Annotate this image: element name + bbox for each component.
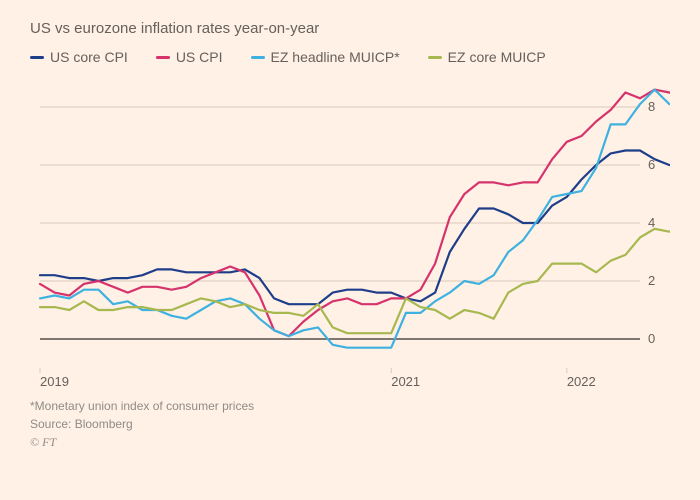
svg-text:2021: 2021 [391, 374, 420, 389]
legend-swatch [30, 56, 44, 59]
legend-label: EZ headline MUICP* [271, 49, 400, 65]
legend: US core CPI US CPI EZ headline MUICP* EZ co… [30, 49, 670, 65]
legend-swatch [251, 56, 265, 59]
legend-label: US core CPI [50, 49, 128, 65]
svg-text:2: 2 [648, 273, 655, 288]
legend-label: US CPI [176, 49, 223, 65]
svg-text:8: 8 [648, 99, 655, 114]
footnote: *Monetary union index of consumer prices [30, 399, 670, 413]
chart-svg: 02468201920212022 [30, 73, 670, 393]
source-label: Source: Bloomberg [30, 417, 670, 431]
legend-item: US CPI [156, 49, 223, 65]
legend-item: EZ headline MUICP* [251, 49, 400, 65]
svg-text:4: 4 [648, 215, 655, 230]
legend-label: EZ core MUICP [448, 49, 546, 65]
svg-text:2022: 2022 [567, 374, 596, 389]
legend-item: US core CPI [30, 49, 128, 65]
svg-text:2019: 2019 [40, 374, 69, 389]
chart-title: US vs eurozone inflation rates year-on-y… [30, 20, 670, 37]
legend-swatch [428, 56, 442, 59]
legend-item: EZ core MUICP [428, 49, 546, 65]
svg-text:0: 0 [648, 331, 655, 346]
plot-area: 02468201920212022 [30, 73, 670, 393]
legend-swatch [156, 56, 170, 59]
credit-label: © FT [30, 435, 670, 450]
